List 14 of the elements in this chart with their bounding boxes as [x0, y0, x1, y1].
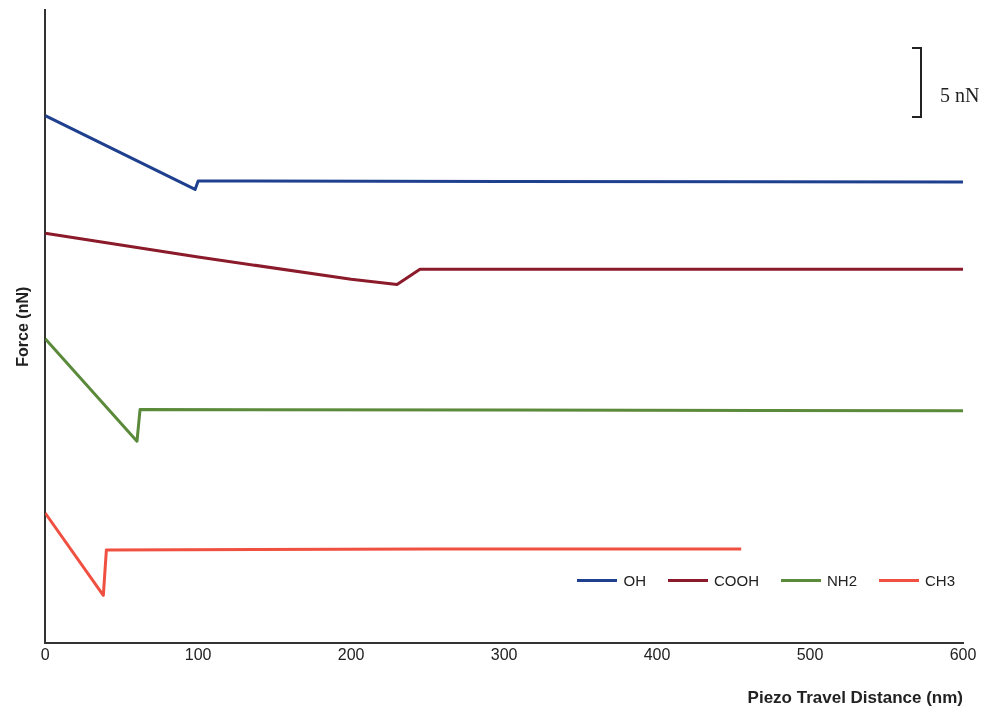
x-tick-label: 100	[184, 646, 212, 664]
x-tick-label: 200	[337, 646, 365, 664]
x-tick-label: 600	[949, 646, 977, 664]
x-tick-label: 300	[490, 646, 518, 664]
x-tick-label: 0	[40, 646, 50, 664]
legend-label: COOH	[713, 572, 759, 589]
legend-label: NH2	[826, 572, 857, 589]
legend-label: CH3	[924, 572, 955, 589]
y-axis-title: Force (nN)	[14, 286, 32, 367]
legend-label: OH	[623, 572, 646, 589]
text: 5 nN	[940, 84, 980, 107]
x-tick-label: 400	[643, 646, 671, 664]
x-axis-title: Piezo Travel Distance (nm)	[747, 688, 963, 708]
x-tick-label: 500	[796, 646, 824, 664]
